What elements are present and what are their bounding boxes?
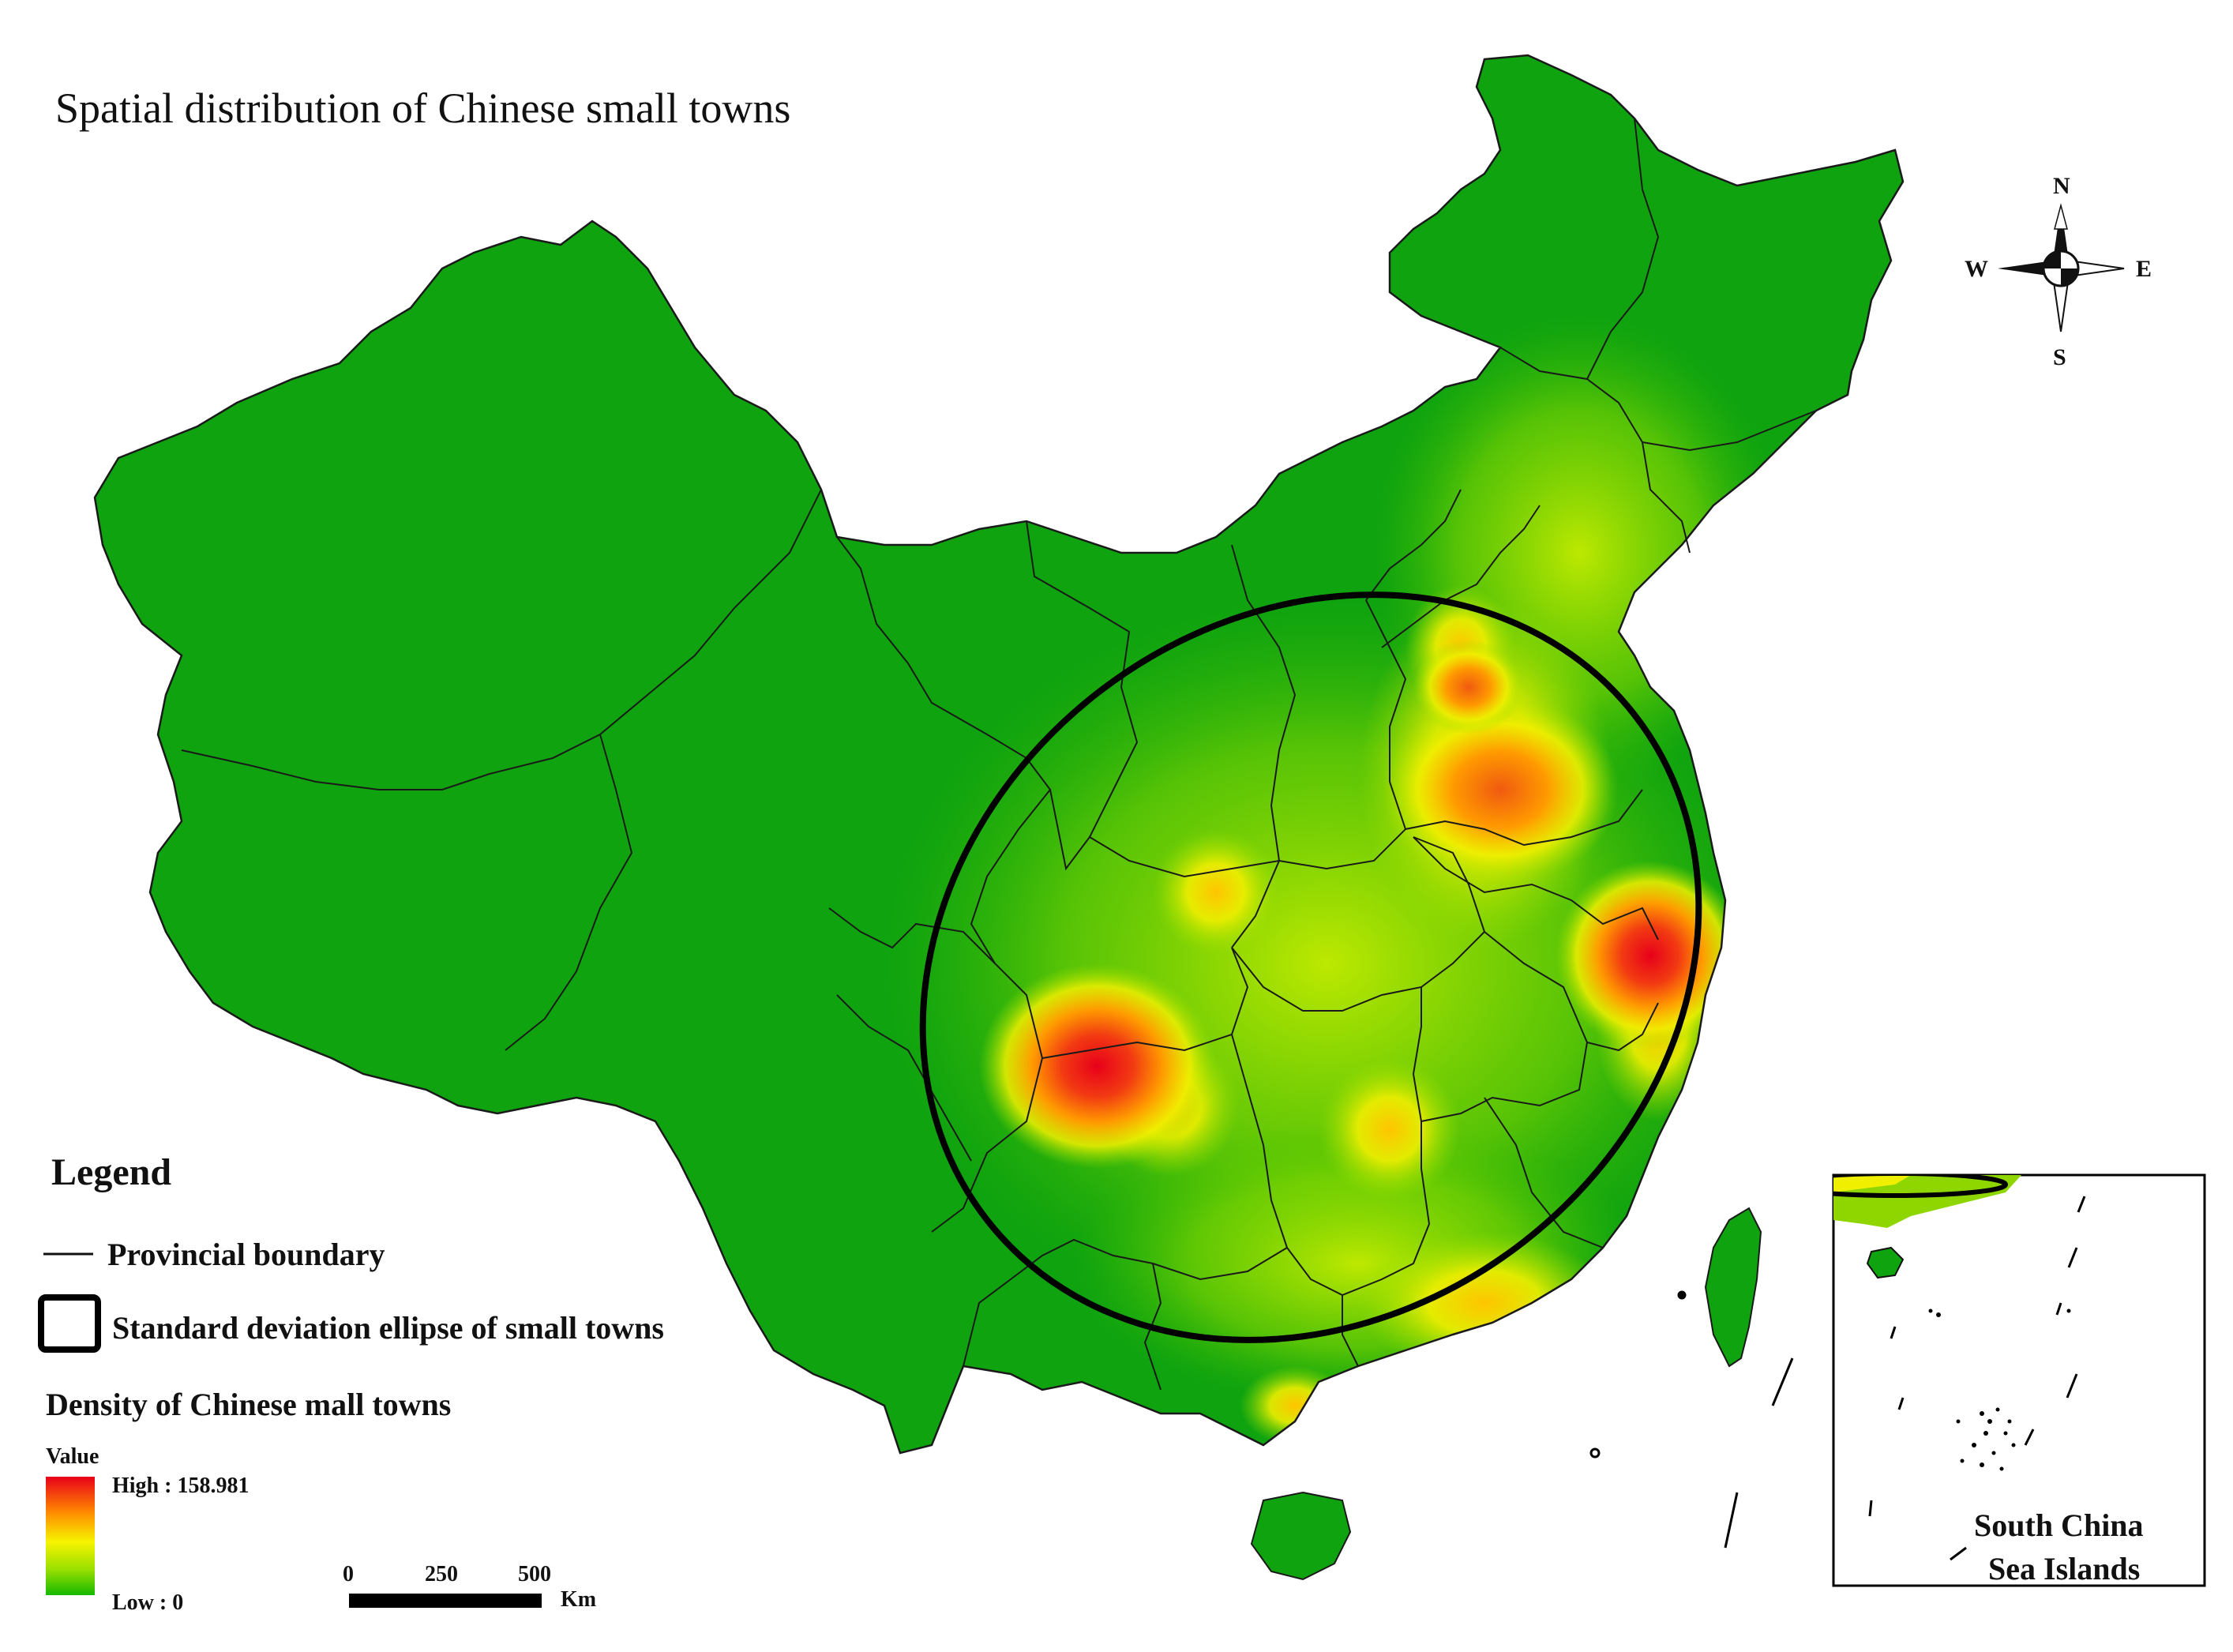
scale-bar: 0 250 500 Km	[343, 1562, 596, 1612]
compass-west-label: W	[1965, 256, 1988, 282]
inset-label-line2: Sea Islands	[1988, 1551, 2140, 1586]
boundary-legend-label: Provincial boundary	[107, 1237, 385, 1272]
compass-rose: N S E W	[1965, 173, 2152, 370]
scale-tick-0: 0	[343, 1562, 354, 1586]
scale-unit-label: Km	[561, 1587, 596, 1612]
legend: Legend Provincial boundary Standard devi…	[38, 1151, 664, 1615]
density-legend-title: Density of Chinese mall towns	[46, 1387, 451, 1422]
scale-tick-500: 500	[518, 1562, 551, 1586]
compass-north-label: N	[2053, 173, 2070, 199]
scale-bar-rect	[349, 1594, 542, 1608]
low-value-label: Low : 0	[112, 1590, 183, 1615]
scale-tick-250: 250	[425, 1562, 458, 1586]
ellipse-legend-symbol	[38, 1294, 101, 1353]
ellipse-legend-label: Standard deviation ellipse of small town…	[112, 1310, 664, 1346]
legend-heading: Legend	[51, 1151, 171, 1193]
compass-south-label: S	[2053, 344, 2066, 370]
compass-east-label: E	[2136, 256, 2152, 282]
taiwan-island	[1704, 1207, 1762, 1368]
std-deviation-ellipse	[919, 591, 1702, 1343]
provincial-boundaries	[93, 54, 1905, 1455]
hainan-island	[1250, 1491, 1352, 1581]
density-surface	[884, 316, 1785, 1445]
value-label: Value	[46, 1444, 99, 1469]
inset-label-line1: South China	[1974, 1507, 2144, 1543]
china-mainland	[95, 55, 1903, 1453]
density-color-ramp	[46, 1477, 95, 1595]
inset-frame	[1832, 1173, 2206, 1587]
sea-boundary-dashes	[1589, 1290, 1794, 1549]
map-title: Spatial distribution of Chinese small to…	[55, 84, 790, 132]
high-value-label: High : 158.981	[112, 1474, 249, 1498]
south-china-sea-inset: South China Sea Islands	[1832, 1173, 2206, 1587]
